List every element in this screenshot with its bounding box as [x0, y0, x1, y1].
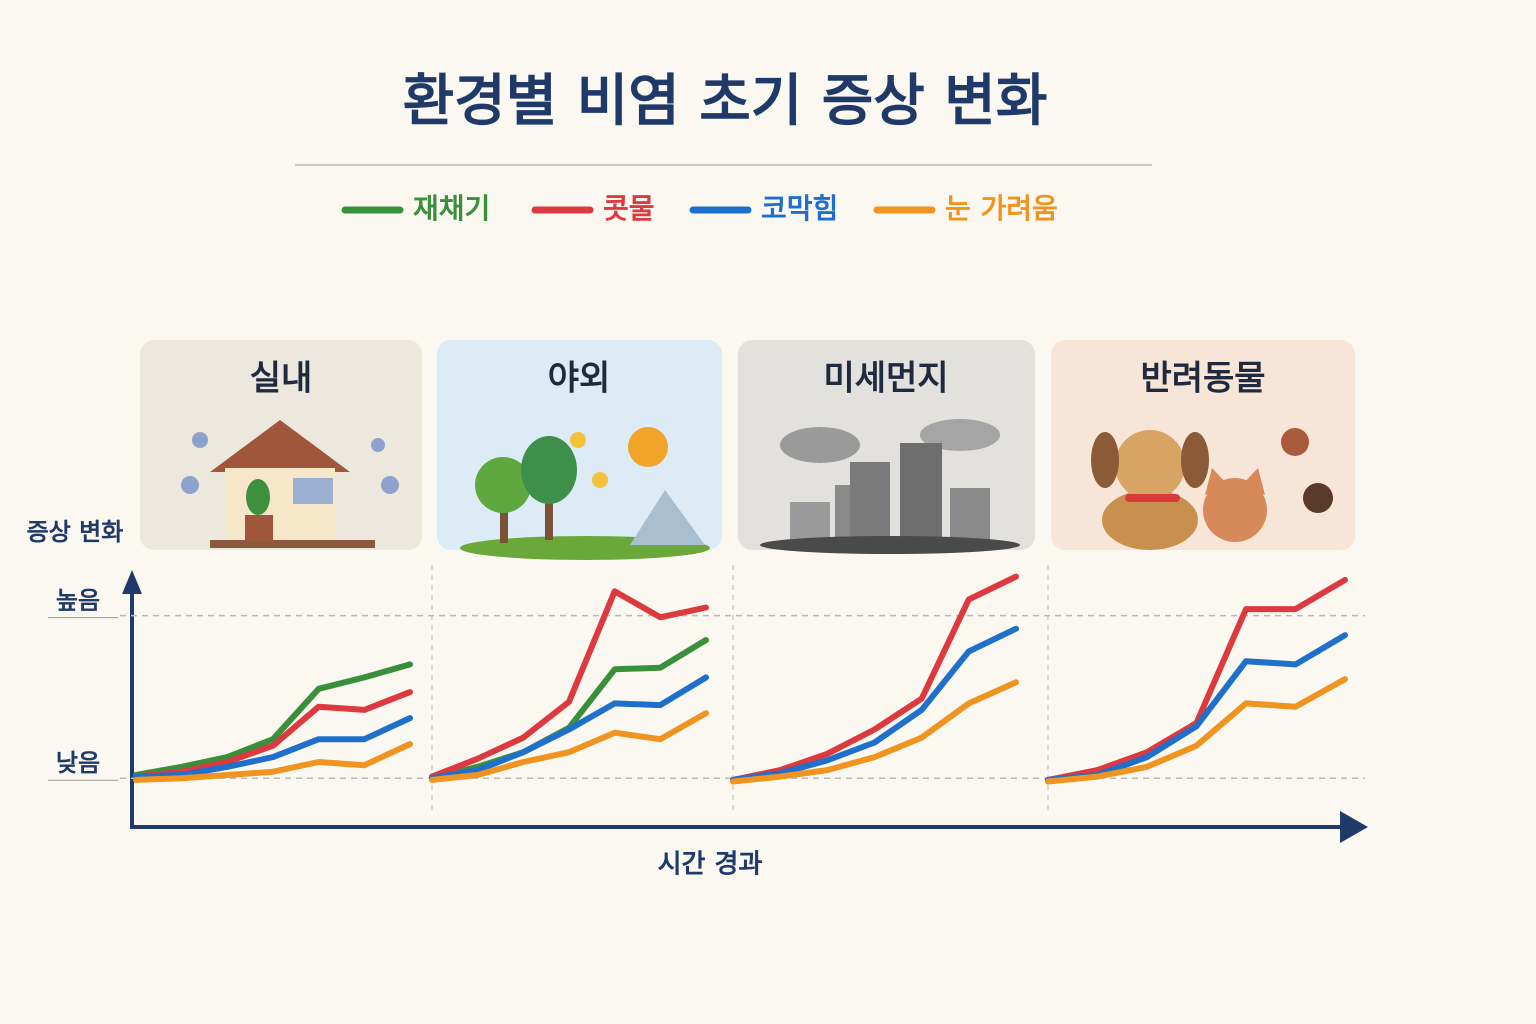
smog — [780, 427, 860, 463]
dog-head — [1115, 430, 1185, 500]
series-line — [730, 679, 1019, 785]
chart-title: 환경별 비염 초기 증상 변화 — [403, 69, 1048, 134]
pot — [245, 515, 273, 542]
legend-label: 콧물 — [603, 192, 655, 225]
series-line — [429, 588, 709, 780]
mountain — [630, 490, 705, 545]
cat-head — [1203, 478, 1267, 542]
dust — [381, 476, 399, 494]
building — [850, 462, 890, 545]
smoke-ground — [760, 536, 1020, 554]
dust — [371, 438, 385, 452]
series-line — [730, 625, 1019, 783]
y-tick-label: 낮음 — [56, 749, 100, 777]
series-line — [730, 573, 1019, 783]
trunk — [500, 495, 508, 543]
y-tick-label: 높음 — [56, 587, 100, 615]
trunk — [545, 485, 553, 540]
dog-body — [1102, 490, 1198, 550]
pollen — [592, 472, 608, 488]
y-axis-arrow — [122, 570, 142, 594]
series-line — [133, 715, 413, 780]
pollen — [570, 432, 586, 448]
sun — [628, 427, 668, 467]
panel-title: 미세먼지 — [823, 359, 948, 399]
building — [950, 488, 990, 545]
legend-label: 눈 가려움 — [945, 192, 1058, 225]
dog-ear — [1091, 432, 1119, 488]
y-axis-label: 증상 변화 — [27, 518, 124, 546]
series-line — [133, 689, 413, 780]
tree — [521, 436, 577, 504]
cat-ear — [1242, 468, 1265, 495]
series-line — [133, 661, 413, 778]
tree — [475, 457, 531, 513]
building — [900, 443, 942, 545]
plant — [246, 479, 270, 515]
cards — [140, 340, 1355, 560]
series-line — [1045, 676, 1348, 785]
panel-title: 야외 — [548, 359, 611, 399]
x-axis-arrow — [1340, 811, 1368, 843]
series-line — [429, 674, 709, 782]
dust — [181, 476, 199, 494]
separators — [431, 565, 1049, 815]
shelf — [210, 540, 375, 548]
paw — [1281, 428, 1309, 456]
panel-title: 반려동물 — [1140, 359, 1265, 399]
x-axis-label: 시간 경과 — [658, 850, 763, 880]
dust — [192, 432, 208, 448]
paw — [1303, 483, 1333, 513]
series-line — [133, 741, 413, 783]
dog-ear — [1181, 432, 1209, 488]
window — [293, 478, 333, 504]
cat-ear — [1205, 468, 1228, 495]
legend-label: 재채기 — [413, 192, 490, 225]
series-line — [429, 710, 709, 783]
house-roof — [210, 420, 350, 472]
panel-title: 실내 — [250, 359, 313, 399]
collar — [1125, 494, 1180, 502]
legend-label: 코막힘 — [761, 192, 838, 225]
